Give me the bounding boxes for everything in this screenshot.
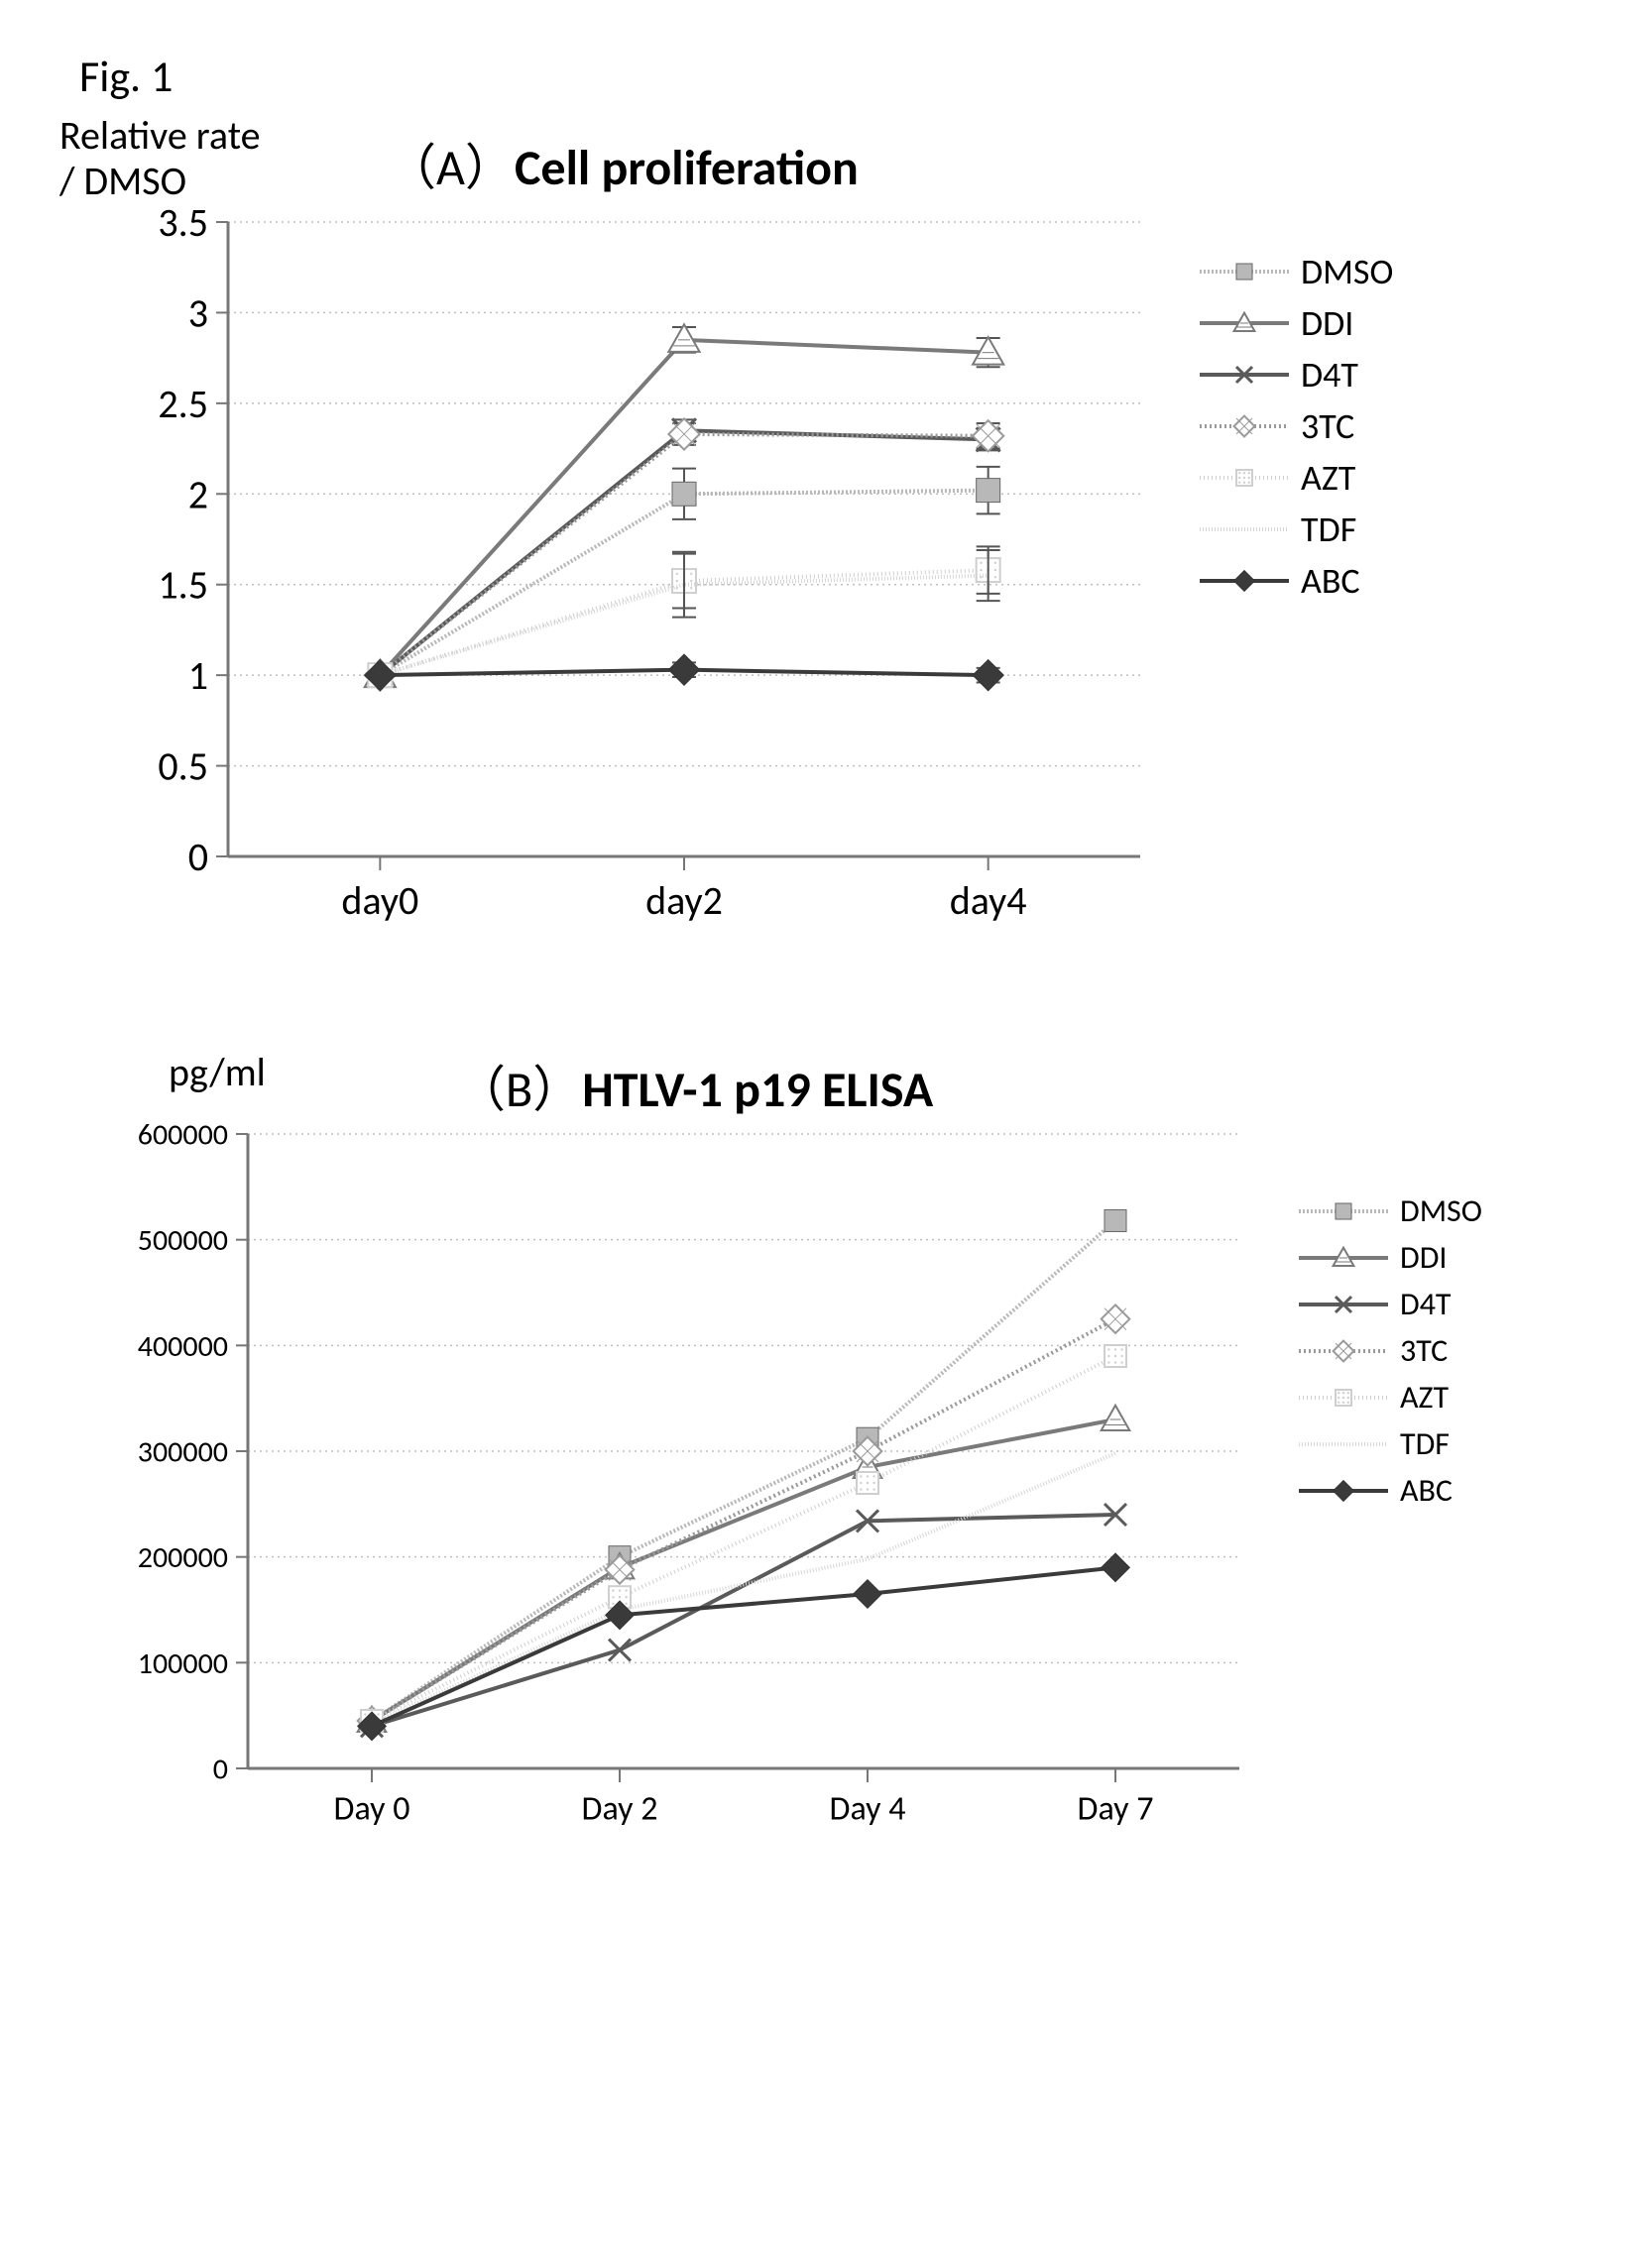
- legend-swatch: [1299, 1246, 1388, 1270]
- legend-swatch: [1299, 1199, 1388, 1223]
- legend-item: AZT: [1200, 456, 1393, 500]
- legend-item: DDI: [1200, 301, 1393, 345]
- chart-b-panel: pg/ml （B）HTLV-1 p19 ELISA 01000002000003…: [59, 1055, 1570, 1858]
- legend-swatch: [1200, 569, 1289, 593]
- legend-label: AZT: [1400, 1378, 1449, 1417]
- legend-item: DMSO: [1200, 250, 1393, 293]
- svg-text:day4: day4: [950, 876, 1027, 925]
- svg-text:500000: 500000: [138, 1222, 228, 1259]
- legend-label: DMSO: [1400, 1191, 1482, 1230]
- svg-text:400000: 400000: [138, 1328, 228, 1365]
- legend-label: ABC: [1301, 559, 1360, 603]
- svg-text:200000: 200000: [138, 1539, 228, 1576]
- legend-label: DMSO: [1301, 250, 1393, 293]
- legend-swatch: [1200, 466, 1289, 490]
- legend-swatch: [1299, 1479, 1388, 1503]
- legend-label: TDF: [1400, 1424, 1450, 1463]
- chart-a-plot: 0 0.5 1 1.5 2 2.5 3 3.5 day0 day2 day4: [59, 123, 1170, 946]
- chart-b-legend: DMSO DDI D4T 3TC AZT TDF ABC: [1299, 1184, 1482, 1518]
- legend-item: DDI: [1299, 1238, 1482, 1277]
- chart-a-panel: Relative rate/ DMSO （A）Cell proliferatio…: [59, 123, 1570, 946]
- legend-swatch: [1200, 260, 1289, 284]
- svg-text:2.5: 2.5: [158, 380, 208, 428]
- legend-label: 3TC: [1301, 404, 1354, 448]
- svg-text:3: 3: [188, 288, 208, 337]
- legend-swatch: [1299, 1432, 1388, 1456]
- svg-text:0: 0: [213, 1752, 228, 1788]
- legend-label: 3TC: [1400, 1331, 1448, 1370]
- svg-text:300000: 300000: [138, 1434, 228, 1471]
- legend-swatch: [1299, 1339, 1388, 1363]
- svg-text:Day 4: Day 4: [830, 1788, 906, 1829]
- legend-swatch: [1200, 363, 1289, 387]
- svg-text:600000: 600000: [138, 1117, 228, 1154]
- legend-item: 3TC: [1200, 404, 1393, 448]
- svg-text:day2: day2: [645, 876, 723, 925]
- chart-b-plot: 0 100000 200000 300000 400000 500000 600000 Day…: [59, 1055, 1269, 1858]
- legend-item: ABC: [1299, 1471, 1482, 1510]
- legend-item: D4T: [1200, 353, 1393, 397]
- legend-item: TDF: [1299, 1424, 1482, 1463]
- legend-item: 3TC: [1299, 1331, 1482, 1370]
- svg-text:Day 2: Day 2: [582, 1788, 658, 1829]
- page: Fig. 1 Relative rate/ DMSO （A）Cell proli…: [0, 0, 1629, 2268]
- legend-item: TDF: [1200, 508, 1393, 551]
- svg-text:0: 0: [188, 833, 208, 881]
- svg-text:100000: 100000: [138, 1645, 228, 1682]
- legend-item: AZT: [1299, 1378, 1482, 1417]
- svg-text:3.5: 3.5: [158, 198, 208, 247]
- legend-swatch: [1299, 1293, 1388, 1316]
- legend-label: D4T: [1301, 353, 1358, 397]
- chart-a-legend: DMSO DDI D4T 3TC AZT TDF ABC: [1200, 242, 1393, 611]
- svg-text:Day 0: Day 0: [334, 1788, 410, 1829]
- legend-item: DMSO: [1299, 1191, 1482, 1230]
- legend-item: ABC: [1200, 559, 1393, 603]
- svg-text:1: 1: [188, 651, 208, 700]
- svg-text:0.5: 0.5: [158, 742, 208, 791]
- legend-label: AZT: [1301, 456, 1355, 500]
- svg-text:Day 7: Day 7: [1078, 1788, 1154, 1829]
- svg-text:day0: day0: [341, 876, 418, 925]
- legend-item: D4T: [1299, 1285, 1482, 1323]
- legend-swatch: [1299, 1386, 1388, 1410]
- legend-label: ABC: [1400, 1471, 1453, 1510]
- svg-text:2: 2: [188, 470, 208, 518]
- legend-label: DDI: [1301, 301, 1353, 345]
- legend-label: D4T: [1400, 1285, 1452, 1323]
- legend-swatch: [1200, 517, 1289, 541]
- legend-swatch: [1200, 311, 1289, 335]
- legend-label: DDI: [1400, 1238, 1447, 1277]
- figure-label: Fig. 1: [79, 50, 1570, 103]
- legend-label: TDF: [1301, 508, 1356, 551]
- legend-swatch: [1200, 414, 1289, 438]
- svg-text:1.5: 1.5: [158, 561, 208, 610]
